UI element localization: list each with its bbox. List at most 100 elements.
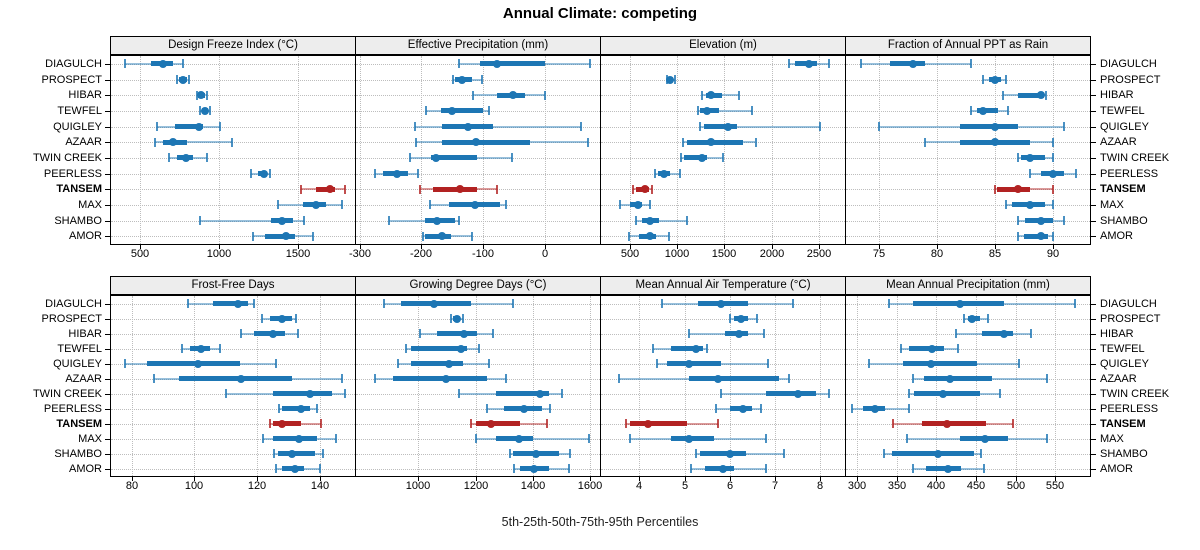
marker-tansem-mean-annual-air-temperature-c-median-dot bbox=[644, 419, 653, 428]
row-label-right-max: MAX bbox=[1100, 432, 1124, 445]
gridline-row-peerless bbox=[111, 409, 355, 410]
marker-quigley-mean-annual-precipitation-mm-median-dot bbox=[926, 359, 935, 368]
row-label-right-peerless: PEERLESS bbox=[1100, 167, 1159, 180]
row-label-right-tansem: TANSEM bbox=[1100, 417, 1146, 430]
gridline-tick-7 bbox=[775, 296, 776, 476]
marker-hibar-mean-annual-precipitation-mm-cap-p95 bbox=[1030, 329, 1033, 338]
marker-quigley-design-freeze-index-c-median-dot bbox=[194, 122, 203, 131]
panel-strip-frost-free-days: Frost-Free Days bbox=[110, 276, 356, 295]
row-tick-right-tansem bbox=[1091, 423, 1096, 425]
marker-peerless-effective-precipitation-mm-cap-p95 bbox=[417, 169, 420, 178]
marker-quigley-fraction-of-annual-ppt-as-rain-cap-p5 bbox=[877, 122, 880, 131]
row-label-right-quigley: QUIGLEY bbox=[1100, 357, 1149, 370]
marker-max-elevation-m-cap-p5 bbox=[618, 200, 621, 210]
gridline-row-peerless bbox=[846, 409, 1090, 410]
marker-prospect-mean-annual-air-temperature-c-median-dot bbox=[737, 314, 746, 323]
marker-tewfel-fraction-of-annual-ppt-as-rain-cap-p5 bbox=[970, 106, 973, 116]
gridline-row-prospect bbox=[111, 80, 355, 81]
axis-tick-mean-annual-precipitation-mm-550 bbox=[1055, 477, 1056, 481]
marker-azaar-elevation-m-cap-p5 bbox=[682, 137, 685, 147]
gridline-row-amor bbox=[846, 236, 1090, 237]
row-label-left-peerless: PEERLESS bbox=[43, 167, 102, 180]
axis-tick-design-freeze-index-c-1500 bbox=[298, 245, 299, 249]
marker-quigley-design-freeze-index-c-cap-p95 bbox=[218, 122, 221, 131]
axis-tick-label-effective-precipitation-mm--200: -200 bbox=[409, 248, 433, 260]
marker-twin-creek-elevation-m-box bbox=[684, 155, 708, 161]
row-label-left-twin-creek: TWIN CREEK bbox=[32, 151, 102, 164]
row-tick-left-amor bbox=[105, 468, 110, 470]
marker-prospect-fraction-of-annual-ppt-as-rain-cap-p95 bbox=[1005, 75, 1008, 84]
marker-diagulch-growing-degree-days-c-cap-p95 bbox=[511, 299, 514, 308]
marker-tewfel-design-freeze-index-c-cap-p95 bbox=[209, 106, 212, 116]
row-label-right-tansem: TANSEM bbox=[1100, 183, 1146, 196]
axis-tick-label-elevation-m-1500: 1500 bbox=[711, 248, 737, 260]
gridline-row-tansem bbox=[601, 424, 845, 425]
marker-amor-effective-precipitation-mm-median-dot bbox=[437, 232, 446, 241]
axis-tick-elevation-m-1000 bbox=[677, 245, 678, 249]
marker-max-growing-degree-days-c-median-dot bbox=[514, 434, 523, 443]
gridline-row-amor bbox=[846, 469, 1090, 470]
marker-hibar-elevation-m-cap-p5 bbox=[700, 90, 703, 100]
axis-tick-label-frost-free-days-80: 80 bbox=[125, 480, 139, 492]
marker-peerless-mean-annual-precipitation-mm-cap-p95 bbox=[907, 404, 910, 413]
marker-shambo-frost-free-days-box bbox=[277, 451, 316, 456]
gridline-tick-120 bbox=[257, 296, 258, 476]
gridline-tick-400 bbox=[936, 296, 937, 476]
row-tick-left-shambo bbox=[105, 220, 110, 222]
marker-amor-frost-free-days-cap-p5 bbox=[274, 464, 277, 473]
marker-peerless-design-freeze-index-c-median-dot bbox=[259, 169, 268, 178]
gridline-row-prospect bbox=[356, 80, 600, 81]
marker-tansem-elevation-m-cap-p5 bbox=[631, 184, 634, 194]
marker-max-effective-precipitation-mm-cap-p95 bbox=[505, 200, 508, 210]
gridline-row-tewfel bbox=[111, 349, 355, 350]
gridline-row-shambo bbox=[356, 221, 600, 222]
marker-quigley-growing-degree-days-c-cap-p5 bbox=[397, 359, 400, 368]
marker-azaar-design-freeze-index-c-cap-p5 bbox=[154, 137, 157, 147]
marker-twin-creek-mean-annual-precipitation-mm-box bbox=[914, 391, 980, 396]
row-tick-left-quigley bbox=[105, 363, 110, 365]
axis-tick-frost-free-days-120 bbox=[257, 477, 258, 481]
marker-amor-design-freeze-index-c-cap-p95 bbox=[312, 231, 314, 241]
axis-tick-label-mean-annual-air-temperature-c-7: 7 bbox=[771, 480, 779, 492]
marker-tewfel-fraction-of-annual-ppt-as-rain-box bbox=[977, 108, 999, 114]
row-tick-left-shambo bbox=[105, 453, 110, 455]
row-tick-right-hibar bbox=[1091, 333, 1096, 335]
axis-tick-mean-annual-air-temperature-c-4 bbox=[639, 477, 640, 481]
marker-peerless-effective-precipitation-mm-median-dot bbox=[393, 169, 402, 178]
marker-diagulch-frost-free-days-box bbox=[213, 301, 248, 306]
row-label-left-prospect: PROSPECT bbox=[41, 73, 102, 86]
row-label-left-shambo: SHAMBO bbox=[54, 447, 102, 460]
marker-prospect-frost-free-days-cap-p5 bbox=[260, 314, 263, 323]
marker-shambo-mean-annual-precipitation-mm-cap-p95 bbox=[979, 449, 982, 458]
axis-tick-label-elevation-m-2000: 2000 bbox=[759, 248, 785, 260]
chart-title: Annual Climate: competing bbox=[502, 5, 698, 22]
marker-azaar-growing-degree-days-c-median-dot bbox=[441, 374, 450, 383]
marker-quigley-design-freeze-index-c-cap-p5 bbox=[155, 122, 158, 131]
marker-hibar-mean-annual-precipitation-mm-cap-p5 bbox=[955, 329, 958, 338]
axis-tick-growing-degree-days-c-1400 bbox=[533, 477, 534, 481]
gridline-row-peerless bbox=[111, 174, 355, 175]
marker-quigley-frost-free-days-cap-p95 bbox=[274, 359, 277, 368]
marker-amor-effective-precipitation-mm-cap-p95 bbox=[470, 231, 473, 241]
gridline-row-prospect bbox=[601, 319, 845, 320]
panel-mean-annual-air-temperature-c bbox=[600, 295, 846, 477]
marker-prospect-effective-precipitation-mm-cap-p95 bbox=[481, 75, 483, 84]
row-tick-left-tewfel bbox=[105, 110, 110, 112]
marker-tansem-elevation-m-median-dot bbox=[640, 185, 649, 194]
marker-prospect-design-freeze-index-c-median-dot bbox=[178, 75, 187, 84]
marker-hibar-fraction-of-annual-ppt-as-rain-cap-p95 bbox=[1044, 90, 1047, 100]
row-label-left-max: MAX bbox=[78, 198, 102, 211]
row-tick-left-diagulch bbox=[105, 303, 110, 305]
marker-azaar-mean-annual-precipitation-mm-box bbox=[924, 376, 992, 381]
row-label-left-diagulch: DIAGULCH bbox=[45, 57, 102, 70]
marker-tewfel-elevation-m-cap-p95 bbox=[750, 106, 753, 116]
gridline-row-twin-creek bbox=[111, 158, 355, 159]
marker-shambo-elevation-m-median-dot bbox=[646, 216, 655, 225]
gridline-row-diagulch bbox=[111, 64, 355, 65]
marker-tewfel-mean-annual-air-temperature-c-box bbox=[671, 346, 703, 351]
row-label-right-azaar: AZAAR bbox=[1100, 136, 1137, 149]
axis-tick-label-growing-degree-days-c-1000: 1000 bbox=[405, 480, 431, 492]
marker-diagulch-design-freeze-index-c-cap-p95 bbox=[182, 59, 185, 69]
axis-tick-elevation-m-1500 bbox=[724, 245, 725, 249]
axis-tick-label-fraction-of-annual-ppt-as-rain-80: 80 bbox=[930, 248, 944, 260]
